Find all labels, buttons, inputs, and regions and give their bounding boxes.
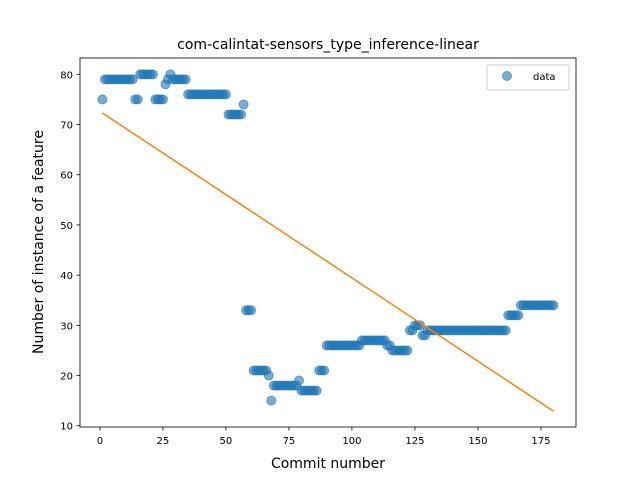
data-point (238, 99, 249, 110)
data-point (236, 109, 247, 120)
data-point (127, 74, 138, 85)
x-tick-label: 0 (97, 436, 103, 447)
x-tick-label: 150 (468, 436, 487, 447)
data-point (500, 325, 511, 336)
legend-marker-data (502, 71, 512, 81)
data-point (263, 370, 274, 381)
y-tick-label: 40 (60, 271, 73, 282)
plot-marks (97, 69, 559, 412)
plot-frame (79, 57, 577, 428)
y-tick-label: 80 (60, 70, 73, 81)
data-point (180, 74, 191, 85)
data-point (402, 345, 413, 356)
data-point (97, 94, 108, 105)
x-tick-label: 100 (342, 436, 361, 447)
data-point (132, 94, 143, 105)
legend: data (486, 64, 570, 91)
y-tick-label: 10 (60, 422, 73, 433)
data-point (157, 94, 168, 105)
data-point (319, 365, 330, 376)
data-point (311, 385, 322, 396)
x-tick-label: 25 (157, 436, 170, 447)
x-tick-label: 175 (531, 436, 550, 447)
x-tick-label: 50 (220, 436, 233, 447)
x-axis-label: Commit number (271, 456, 385, 472)
y-tick-label: 70 (60, 121, 73, 132)
data-point (220, 89, 231, 100)
fit-line (102, 112, 554, 412)
legend-label-data: data (533, 72, 556, 83)
data-point (246, 305, 257, 316)
y-tick-label: 60 (60, 171, 73, 182)
y-tick-label: 20 (60, 372, 73, 383)
data-point (294, 375, 305, 386)
y-tick-label: 30 (60, 321, 73, 332)
axes: 0 25 50 75 100 125 150 175 10 20 30 40 50 60 70 80 (60, 57, 577, 447)
data-point (548, 300, 559, 311)
x-tick-label: 75 (283, 436, 296, 447)
y-axis-label: Number of instance of a feature (31, 130, 47, 354)
data-point (266, 395, 277, 406)
x-tick-label: 125 (405, 436, 424, 447)
data-point (513, 310, 524, 321)
chart-title: com-calintat-sensors_type_inference-line… (177, 37, 479, 53)
legend-box (486, 64, 570, 91)
y-tick-label: 50 (60, 221, 73, 232)
data-point (147, 69, 158, 80)
